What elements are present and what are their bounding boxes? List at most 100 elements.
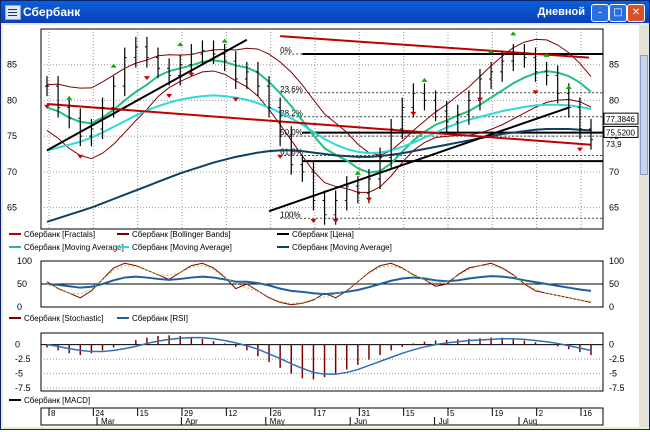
oscillator-tick-left: 50 <box>17 279 27 289</box>
price-legend: Сбербанк [Fractals] Сбербанк [Bollinger B… <box>9 230 392 252</box>
oscillator-tick-right: 0 <box>609 302 614 312</box>
legend-label: Сбербанк [Fractals] <box>24 230 95 239</box>
fractal-down-marker <box>44 104 50 109</box>
date-month-label: May <box>270 417 285 426</box>
oscillator-tick-left: 0 <box>17 302 22 312</box>
fractal-down-marker <box>188 72 195 77</box>
price-tick-left: 85 <box>7 60 17 70</box>
fractal-down-marker <box>476 97 483 102</box>
fractal-up-marker <box>488 49 495 54</box>
maximize-button[interactable]: □ <box>609 4 627 22</box>
fractal-down-marker <box>232 97 239 102</box>
price-tick-right: 85 <box>609 60 619 70</box>
date-month-label: Mar <box>101 417 115 426</box>
fractal-down-marker <box>365 197 372 202</box>
fractal-down-marker <box>166 94 173 98</box>
price-tick-left: 65 <box>7 203 17 213</box>
close-button[interactable]: ✕ <box>627 4 645 22</box>
fractal-up-marker <box>221 38 228 43</box>
fractal-up-marker <box>510 31 517 36</box>
legend-label: Сбербанк [RSI] <box>132 314 188 323</box>
macd-tick-right: 0 <box>609 340 614 350</box>
fractal-up-marker <box>177 42 184 47</box>
macd-tick-right: -5 <box>609 369 617 379</box>
title-bar[interactable]: Сбербанк Дневной – □ ✕ <box>1 1 649 23</box>
fractal-up-marker <box>421 77 428 82</box>
fractal-up-marker <box>110 63 117 68</box>
scrollbar-thumb[interactable] <box>640 55 648 175</box>
fractal-up-marker <box>354 170 361 175</box>
oscillator-panel: 0 0 50 50 100 100 <box>17 256 624 312</box>
date-axis: 8 24 15 29 12 26 17 31 15 5 19 2 16 Mar Apr May Jun Jul Au… <box>40 407 604 426</box>
period-label[interactable]: Дневной <box>537 6 586 18</box>
price-tick-right: 65 <box>609 203 619 213</box>
legend-label: Сбербанк [Bollinger Bands] <box>132 230 231 239</box>
price-tick-left: 70 <box>7 167 17 177</box>
price-tick-right: 80 <box>609 95 619 105</box>
downtrend-line-top <box>280 35 590 59</box>
date-day-label: 15 <box>406 409 415 418</box>
fractal-down-marker <box>143 76 150 81</box>
macd-signal-line <box>46 336 592 375</box>
oscillator-tick-left: 100 <box>17 256 32 266</box>
fractal-up-marker <box>565 85 572 89</box>
macd-tick-left: 0 <box>15 340 20 350</box>
date-month-label: Jul <box>439 417 449 426</box>
price-tick-left: 80 <box>7 95 17 105</box>
fractal-down-marker <box>332 219 339 223</box>
price-tick-right: 70 <box>609 167 619 177</box>
bollinger-upper-band <box>46 38 592 156</box>
stochastic-signal-line <box>46 265 592 304</box>
vertical-scrollbar[interactable] <box>639 25 649 427</box>
window-title: Сбербанк <box>23 5 81 19</box>
price-tick-left: 75 <box>7 131 17 141</box>
fib-label: 0% <box>280 46 292 55</box>
macd-tick-left: -7.5 <box>15 383 31 393</box>
price-marker-box <box>603 112 639 125</box>
date-day-label: 8 <box>51 409 56 418</box>
fractal-down-marker <box>410 111 417 116</box>
date-day-label: 12 <box>228 409 237 418</box>
price-marker-label: 77,3846 <box>606 115 635 124</box>
date-day-label: 5 <box>450 409 455 418</box>
minimize-button[interactable]: – <box>591 4 609 22</box>
legend-label: Сбербанк [Moving Average] <box>24 243 124 252</box>
fractal-down-marker <box>576 147 583 152</box>
moving-average-line-2 <box>46 94 592 155</box>
chart-area: 656570707575808085850%23.6%38.2%50.0%61.… <box>3 25 639 427</box>
macd-tick-right: -7.5 <box>609 383 625 393</box>
fractal-down-marker <box>310 219 317 223</box>
downtrend-line <box>46 103 592 146</box>
date-day-label: 19 <box>494 409 503 418</box>
oscillator-line-2 <box>46 275 592 296</box>
macd-tick-right: -2.5 <box>609 354 625 364</box>
oscillator-tick-right: 50 <box>609 279 619 289</box>
price-marker-label: 73,9 <box>606 140 622 149</box>
oscillator-line-1 <box>46 262 592 306</box>
app-icon <box>5 5 21 20</box>
chart-canvas: 656570707575808085850%23.6%38.2%50.0%61.… <box>7 28 639 426</box>
price-marker-box <box>603 125 639 138</box>
date-day-label: 16 <box>583 409 592 418</box>
date-day-label: 2 <box>539 409 544 418</box>
macd-panel: 0 0 -2.5 -2.5 -5 -5 -7.5 -7.5 <box>15 332 625 393</box>
fractal-down-marker <box>77 154 84 159</box>
price-panel: 656570707575808085850%23.6%38.2%50.0%61.… <box>7 28 639 230</box>
bollinger-lower-band <box>46 70 592 193</box>
date-day-label: 17 <box>317 409 326 418</box>
fib-label: 23.6% <box>280 85 303 94</box>
fib-label: 38.2% <box>280 109 303 118</box>
moving-average-line-1 <box>46 59 592 174</box>
fib-label: 100% <box>280 210 300 219</box>
fractal-down-marker <box>532 90 539 95</box>
date-day-label: 29 <box>184 409 193 418</box>
macd-plot-frame <box>40 332 604 392</box>
date-day-label: 24 <box>95 409 104 418</box>
legend-label: Сбербанк [MACD] <box>24 396 90 405</box>
macd-tick-left: -2.5 <box>15 354 31 364</box>
uptrend-line-2 <box>268 106 570 213</box>
date-month-label: Apr <box>185 417 198 426</box>
price-marker-label: 75,5200 <box>606 128 635 137</box>
date-month-label: Jun <box>354 417 367 426</box>
